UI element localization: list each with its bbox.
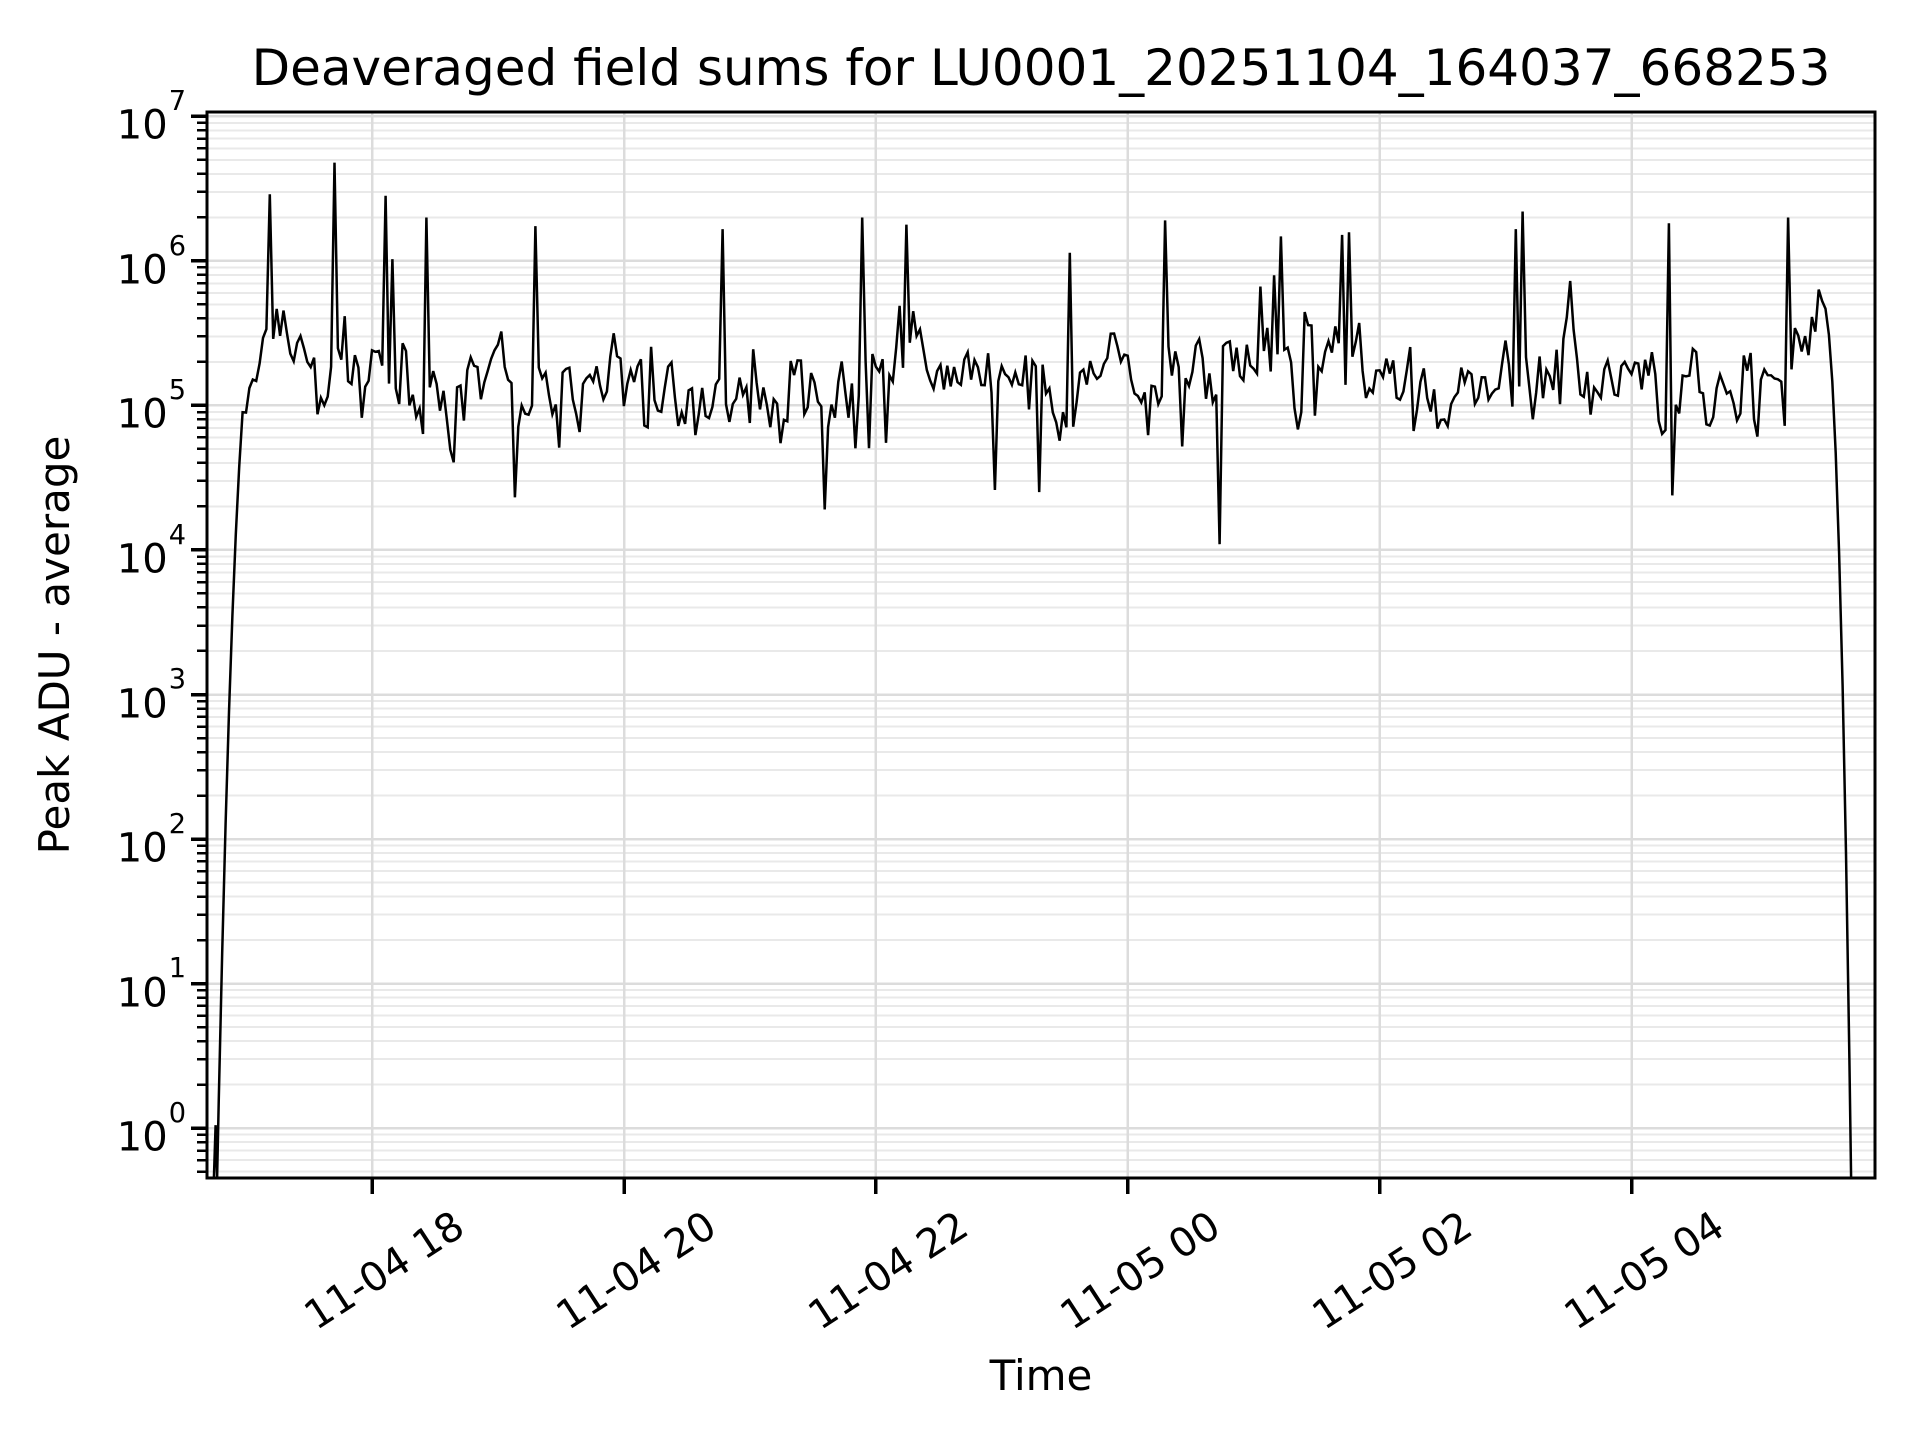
grid-minor-lines bbox=[207, 121, 1875, 1173]
axes-spines bbox=[205, 110, 1877, 1180]
data-series-path bbox=[212, 162, 1853, 1179]
y-tick-label-1e6: 106 bbox=[116, 230, 186, 294]
y-tick-label-1e3: 103 bbox=[116, 664, 186, 727]
y-tick-label-1e4: 104 bbox=[116, 519, 186, 583]
y-tick-label-1e1: 101 bbox=[116, 953, 186, 1016]
x-axis-label: Time bbox=[989, 1351, 1093, 1400]
plot-area bbox=[207, 112, 1875, 1178]
y-tick-label-1e5: 105 bbox=[116, 375, 186, 438]
y-tick-label-1e0: 100 bbox=[116, 1097, 186, 1161]
axis-ticks bbox=[191, 114, 1634, 1194]
chart-title: Deaveraged field sums for LU0001_2025110… bbox=[251, 39, 1831, 97]
y-tick-label-1e2: 102 bbox=[116, 808, 186, 872]
y-tick-label-1e7: 107 bbox=[116, 86, 186, 149]
